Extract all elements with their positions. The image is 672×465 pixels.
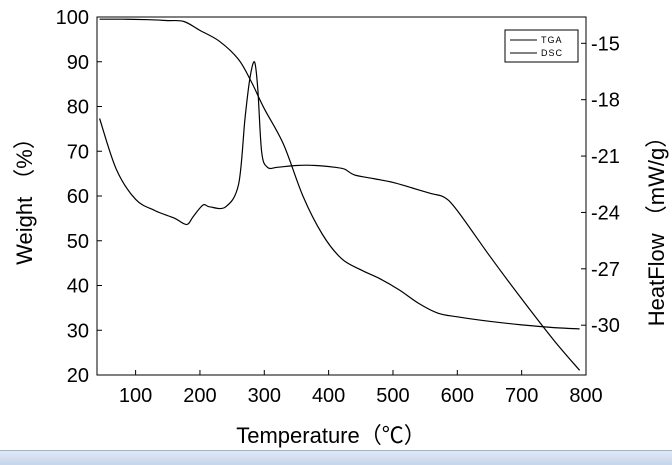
x-tick-label: 100 bbox=[119, 385, 152, 407]
y-left-tick-label: 90 bbox=[67, 52, 89, 74]
y-right-tick-label: -15 bbox=[591, 33, 620, 55]
x-tick-label: 500 bbox=[376, 385, 409, 407]
y-right-tick-label: -24 bbox=[591, 202, 620, 224]
y-left-tick-label: 20 bbox=[67, 365, 89, 387]
ticks-layer: 100 200 300 400 500 600 700 800 20 30 40 50 60 70 80 90… bbox=[56, 7, 620, 407]
legend-tga-label: TGA bbox=[541, 35, 563, 45]
y-left-tick-label: 40 bbox=[67, 276, 89, 298]
x-tick-label: 600 bbox=[441, 385, 474, 407]
y-left-tick-label: 60 bbox=[67, 186, 89, 208]
y-left-tick-label: 50 bbox=[67, 231, 89, 253]
tga-dsc-chart: 100 200 300 400 500 600 700 800 20 30 40 50 60 70 80 90… bbox=[12, 7, 669, 448]
x-axis-title: Temperature（℃） bbox=[236, 423, 426, 448]
x-tick-label: 800 bbox=[569, 385, 602, 407]
x-tick-label: 400 bbox=[312, 385, 345, 407]
y-axis-left-title: Weight （%） bbox=[12, 127, 37, 265]
y-right-tick-label: -21 bbox=[591, 146, 620, 168]
y-left-tick-label: 70 bbox=[67, 141, 89, 163]
y-left-tick-label: 100 bbox=[56, 7, 89, 29]
y-left-tick-label: 30 bbox=[67, 320, 89, 342]
legend-box bbox=[504, 29, 579, 63]
legend-dsc-label: DSC bbox=[541, 48, 563, 58]
dsc-line bbox=[99, 61, 581, 371]
lines-layer bbox=[99, 18, 581, 371]
x-tick-label: 200 bbox=[183, 385, 216, 407]
tga-line bbox=[99, 18, 580, 330]
y-axis-right-title: HeatFlow （mW/g） bbox=[644, 126, 669, 326]
window-bottom-bar bbox=[0, 450, 672, 465]
y-left-tick-label: 80 bbox=[67, 97, 89, 119]
y-right-tick-label: -27 bbox=[591, 259, 620, 281]
legend: TGA DSC bbox=[504, 29, 579, 63]
x-tick-label: 700 bbox=[505, 385, 538, 407]
plot-area bbox=[96, 16, 587, 376]
y-right-tick-label: -18 bbox=[591, 90, 620, 112]
y-right-tick-label: -30 bbox=[591, 315, 620, 337]
x-tick-label: 300 bbox=[248, 385, 281, 407]
